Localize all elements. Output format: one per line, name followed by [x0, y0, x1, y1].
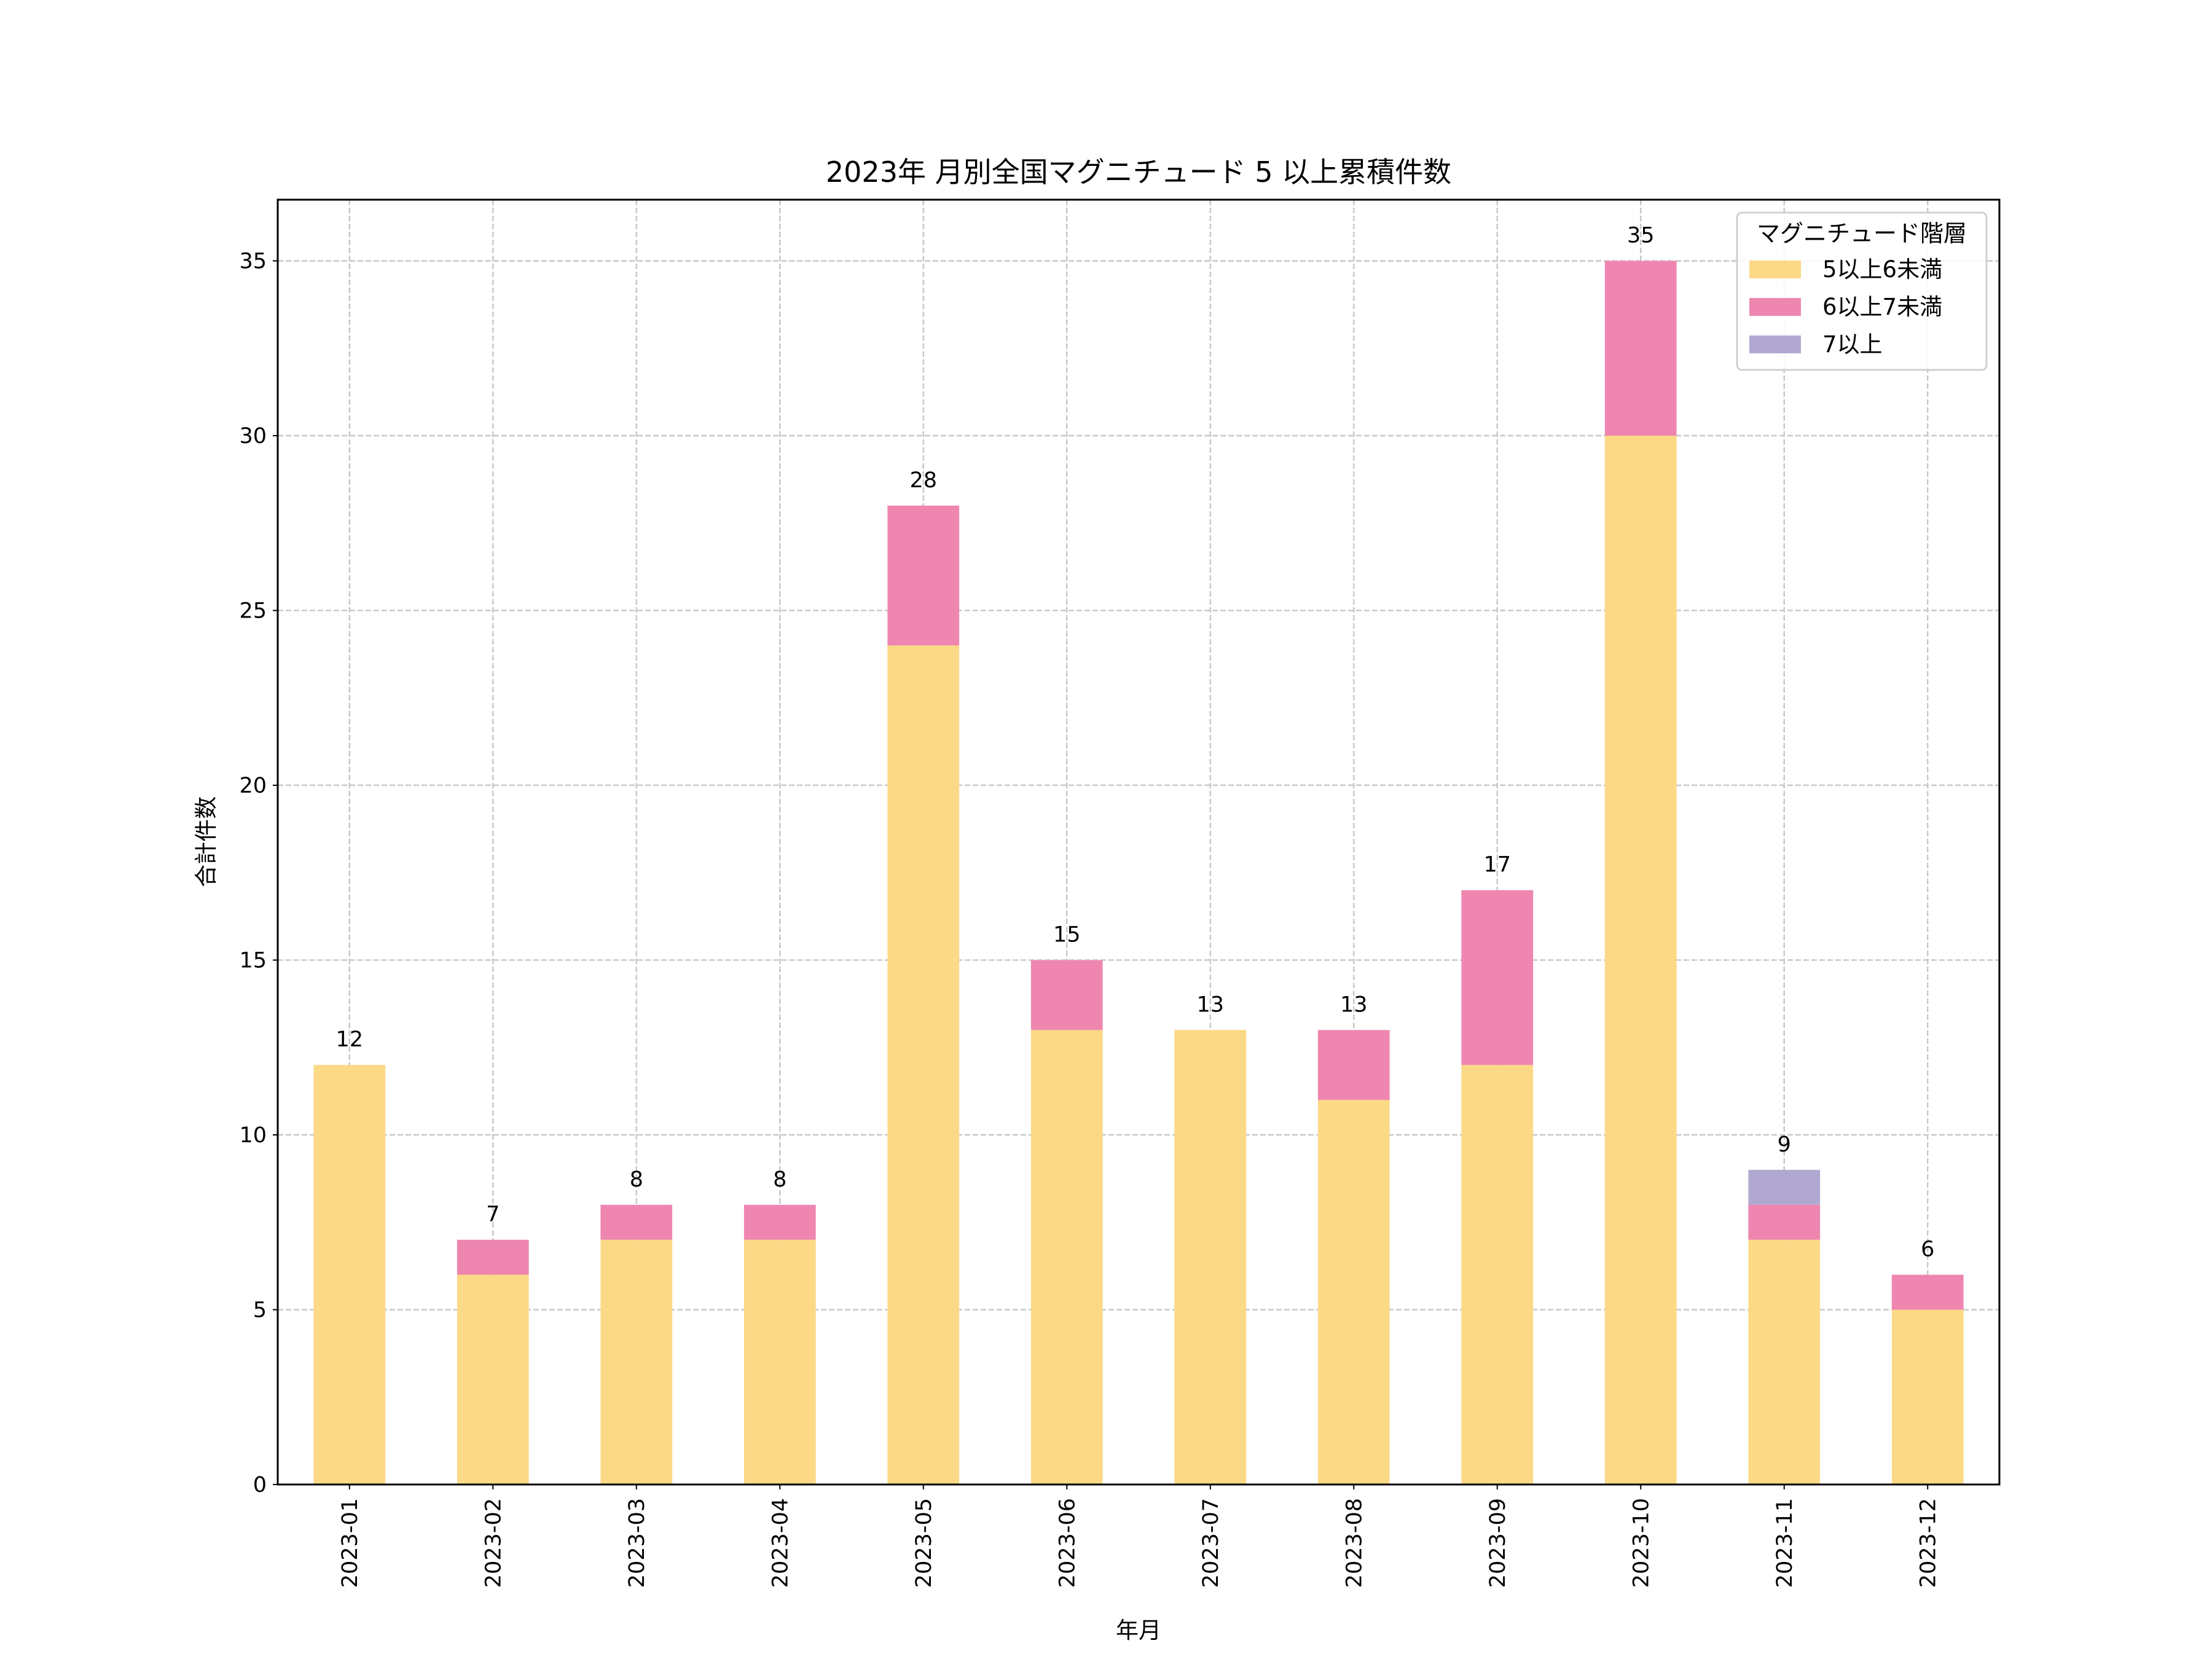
chart-title: 2023年 月別全国マグニチュード 5 以上累積件数: [826, 155, 1451, 189]
legend-entry: 5以上6未満: [1822, 256, 1942, 283]
plot-frame: [276, 198, 2001, 1486]
x-ticks: 2023-01 2023-02 2023-03 2023-04 2023-05 2023-…: [338, 1484, 1940, 1588]
y-ticks: 0 5 10 15 20 25 30 35: [239, 249, 278, 1497]
x-tick-label: 2023-07: [1199, 1498, 1223, 1588]
x-tick-label: 2023-11: [1773, 1498, 1797, 1588]
bar-segment: [743, 1239, 816, 1484]
bar-segment: [457, 1239, 529, 1275]
x-tick-label: 2023-02: [481, 1498, 506, 1588]
bar-segment: [457, 1274, 529, 1484]
y-axis-label: 合計件数: [193, 796, 219, 887]
y-tick-label: 25: [239, 599, 267, 624]
data-label: 15: [1053, 923, 1081, 947]
data-label: 8: [630, 1167, 643, 1192]
y-tick-label: 30: [239, 424, 267, 449]
y-tick-label: 5: [253, 1298, 267, 1323]
x-tick-label: 2023-01: [338, 1498, 363, 1588]
legend: マグニチュード階層 5以上6未満 6以上7未満 7以上: [1736, 211, 1988, 371]
x-tick-label: 2023-08: [1342, 1498, 1367, 1588]
bar-segment: [887, 645, 960, 1484]
bar-segment: [1604, 436, 1677, 1484]
data-label: 12: [335, 1027, 363, 1052]
bar-segment: [743, 1204, 816, 1240]
bars: [313, 261, 1964, 1484]
y-tick-label: 0: [253, 1473, 267, 1497]
legend-box: [1736, 211, 1988, 371]
x-tick-label: 2023-04: [768, 1498, 793, 1588]
bar-segment: [1891, 1274, 1964, 1310]
data-label: 13: [1340, 992, 1368, 1017]
bar-segment: [1317, 1030, 1390, 1100]
y-tick-label: 35: [239, 249, 267, 274]
y-tick-label: 10: [239, 1123, 267, 1148]
bar-segment: [600, 1204, 673, 1240]
data-label: 8: [773, 1167, 786, 1192]
data-label: 35: [1627, 224, 1655, 248]
x-axis-label: 年月: [1116, 1617, 1161, 1644]
bar-segment: [313, 1065, 386, 1484]
legend-title: マグニチュード階層: [1757, 220, 1967, 247]
legend-swatch: [1749, 261, 1801, 278]
bar-segment: [887, 505, 960, 646]
data-label: 28: [909, 468, 937, 493]
data-label: 17: [1483, 853, 1511, 877]
data-label: 13: [1196, 992, 1224, 1017]
bar-segment: [1461, 890, 1534, 1065]
x-tick-label: 2023-09: [1486, 1498, 1510, 1588]
legend-entry: 7以上: [1822, 331, 1883, 358]
x-tick-label: 2023-05: [912, 1498, 936, 1588]
x-tick-label: 2023-06: [1055, 1498, 1080, 1588]
x-tick-label: 2023-10: [1629, 1498, 1653, 1588]
legend-swatch: [1749, 335, 1801, 353]
y-tick-label: 15: [239, 949, 267, 973]
x-tick-label: 2023-03: [625, 1498, 649, 1588]
bar-segment: [1891, 1309, 1964, 1484]
data-label: 6: [1921, 1237, 1934, 1262]
bar-segment: [600, 1239, 673, 1484]
legend-swatch: [1749, 298, 1801, 316]
bar-segment: [1317, 1100, 1390, 1484]
bar-segment: [1461, 1065, 1534, 1484]
bar-segment: [1748, 1204, 1821, 1240]
data-labels: 12 7 8 8 28 15 13 13 17 35 9 6: [335, 224, 1934, 1262]
y-tick-label: 20: [239, 774, 267, 798]
bar-segment: [1030, 1030, 1103, 1484]
bar-segment: [1030, 960, 1103, 1030]
data-label: 7: [486, 1202, 500, 1227]
data-label: 9: [1778, 1132, 1791, 1157]
legend-entry: 6以上7未満: [1822, 294, 1942, 320]
x-tick-label: 2023-12: [1916, 1498, 1940, 1588]
bar-segment: [1174, 1030, 1247, 1484]
bar-segment: [1748, 1239, 1821, 1484]
bar-segment: [1604, 261, 1677, 436]
bar-segment: [1748, 1169, 1821, 1205]
